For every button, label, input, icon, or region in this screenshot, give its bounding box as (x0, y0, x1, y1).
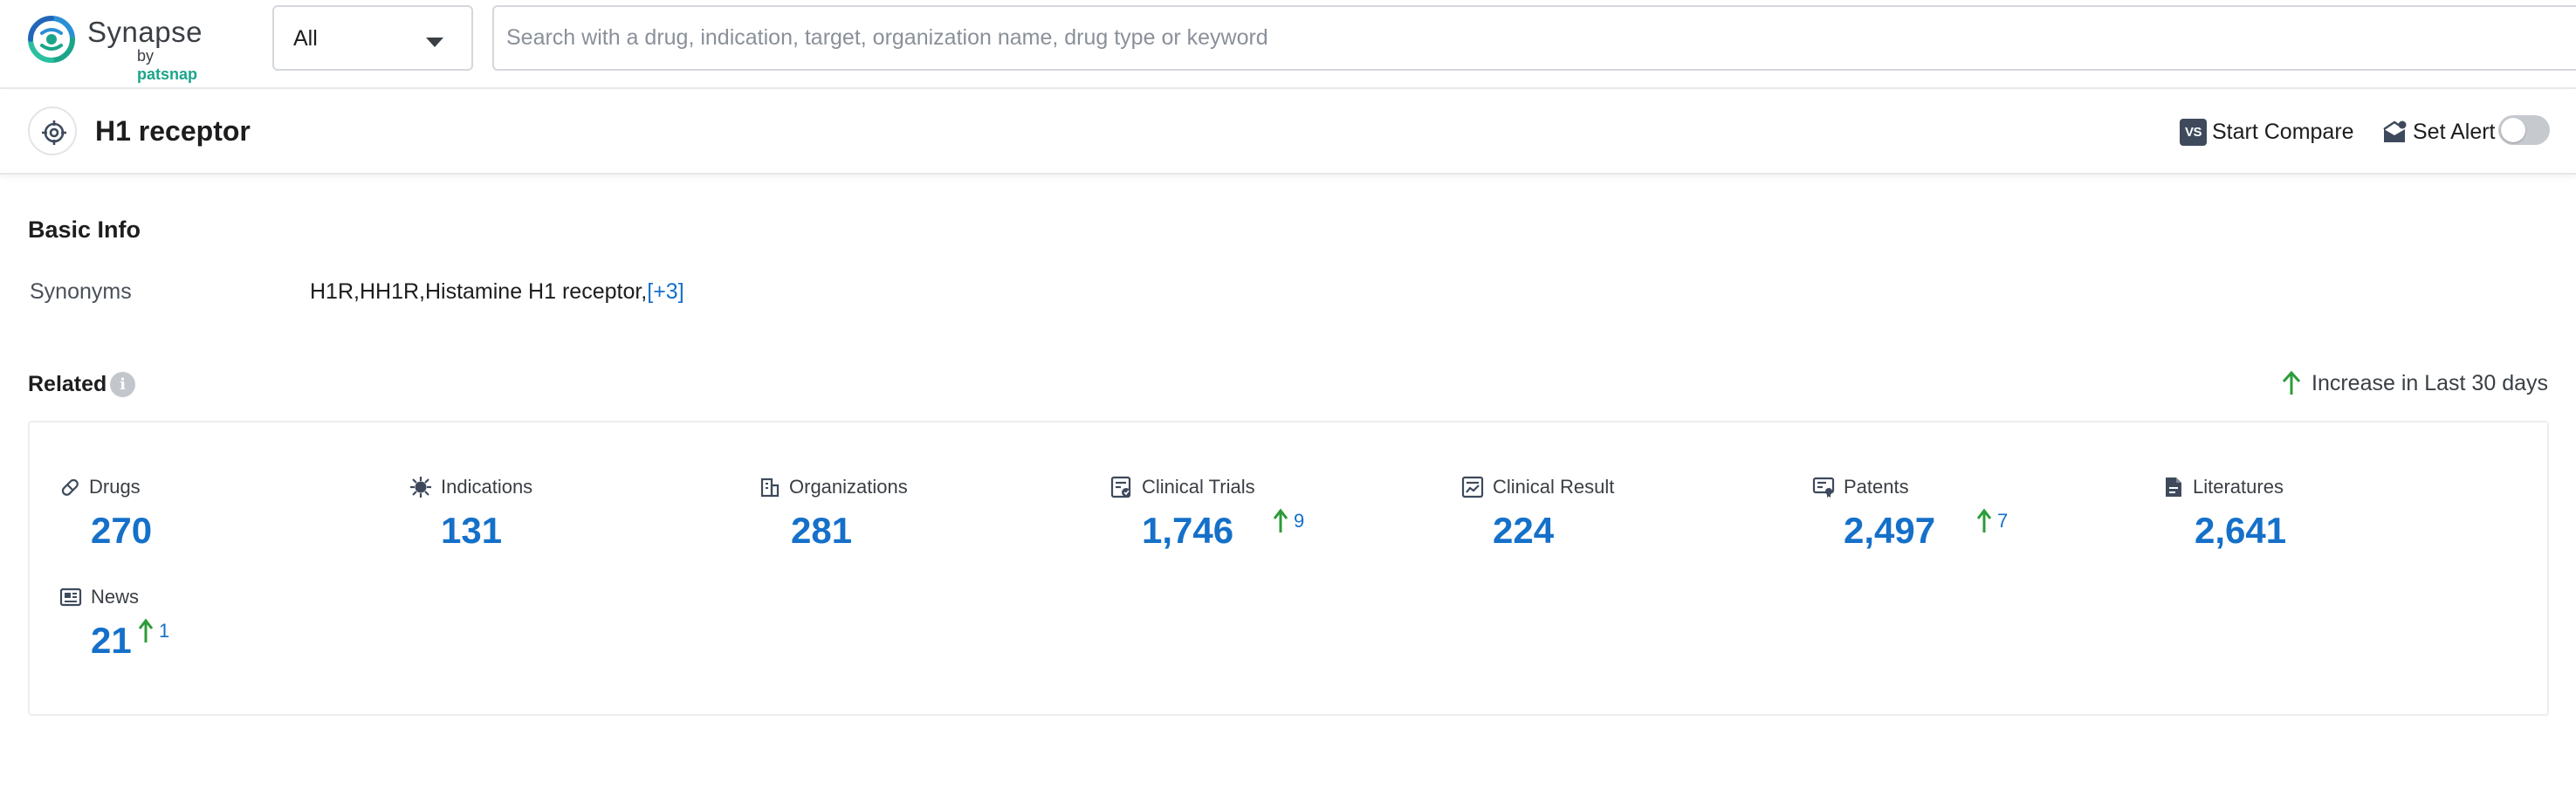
stat-header: Drugs (59, 475, 141, 499)
stat-value[interactable]: 281 (791, 510, 852, 552)
info-icon[interactable]: i (110, 372, 135, 397)
synonyms-text: H1R,HH1R,Histamine H1 receptor, (310, 279, 647, 304)
start-compare-button[interactable]: VS Start Compare (2180, 117, 2354, 147)
stat-header: Organizations (759, 475, 908, 499)
search-input[interactable] (492, 5, 2576, 71)
synonyms-more-link[interactable]: [+3] (647, 279, 683, 304)
stat-increase: 9 (1273, 508, 1304, 534)
stat-value[interactable]: 224 (1493, 510, 1554, 552)
stat-header: Indications (409, 475, 532, 499)
patent-icon (1812, 476, 1835, 498)
document-icon (2163, 476, 2184, 498)
stat-increase-value[interactable]: 1 (159, 620, 169, 642)
stat-label: Indications (441, 476, 532, 498)
target-icon-badge (28, 106, 77, 155)
stat-label: Patents (1844, 476, 1909, 498)
stat-header: News (59, 585, 139, 609)
set-alert-button[interactable]: Set Alert (2381, 117, 2496, 147)
arrow-up-icon (1273, 508, 1288, 534)
stat-value[interactable]: 2,497 (1844, 510, 1935, 552)
stat-increase-value[interactable]: 9 (1294, 510, 1304, 532)
stat-organizations: Organizations 281 (759, 475, 1091, 562)
target-icon (41, 120, 67, 146)
stat-label: Clinical Trials (1142, 476, 1255, 498)
versus-icon: VS (2180, 119, 2207, 146)
alert-icon (2381, 119, 2408, 145)
news-icon (59, 587, 82, 608)
stat-header: Clinical Result (1461, 475, 1614, 499)
stat-value[interactable]: 1,746 (1142, 510, 1233, 552)
arrow-up-icon (138, 618, 154, 644)
toggle-knob (2501, 118, 2525, 142)
virus-icon (409, 476, 432, 498)
stat-clinical-result: Clinical Result 224 (1461, 475, 1793, 562)
search-scope-value: All (293, 26, 318, 52)
stat-literatures: Literatures 2,641 (2163, 475, 2495, 562)
synonyms-label: Synonyms (30, 279, 132, 305)
arrow-up-icon (2282, 370, 2301, 396)
page-title: H1 receptor (95, 115, 251, 148)
stat-increase: 7 (1976, 508, 2008, 534)
logo-name: Synapse (87, 16, 203, 49)
pill-icon (59, 477, 80, 498)
logo-byline: by patsnap (137, 47, 201, 84)
top-header: Synapse by patsnap All (0, 0, 2576, 89)
stat-label: Literatures (2193, 476, 2284, 498)
stat-increase-value[interactable]: 7 (1997, 510, 2008, 532)
stat-clinical-trials: Clinical Trials 1,746 9 (1110, 475, 1442, 562)
stat-label: News (91, 586, 139, 608)
clinical-result-icon (1461, 476, 1484, 498)
related-stats-card: Drugs 270 Indications 131 (28, 421, 2549, 716)
clinical-trials-icon (1110, 476, 1133, 498)
search-scope-select[interactable]: All (272, 5, 473, 71)
increase-note-label: Increase in Last 30 days (2312, 371, 2548, 396)
stat-label: Organizations (789, 476, 908, 498)
stat-news: News 21 1 (59, 585, 391, 672)
stat-patents: Patents 2,497 7 (1812, 475, 2144, 562)
stat-label: Clinical Result (1493, 476, 1614, 498)
entity-header: H1 receptor VS Start Compare Set Alert (0, 91, 2576, 175)
basic-info-title: Basic Info (28, 216, 141, 244)
synapse-logo-icon (26, 14, 77, 65)
stat-value[interactable]: 2,641 (2195, 510, 2286, 552)
arrow-up-icon (1976, 508, 1992, 534)
stat-drugs: Drugs 270 (59, 475, 391, 562)
stat-increase: 1 (138, 618, 169, 644)
stat-label: Drugs (89, 476, 141, 498)
stat-value[interactable]: 21 (91, 620, 132, 662)
stat-value[interactable]: 270 (91, 510, 152, 552)
set-alert-label: Set Alert (2413, 120, 2496, 145)
logo-brand: patsnap (137, 65, 197, 83)
stat-value[interactable]: 131 (441, 510, 502, 552)
stat-header: Patents (1812, 475, 1909, 499)
stat-header: Clinical Trials (1110, 475, 1255, 499)
related-title: Related (28, 372, 106, 397)
building-icon (759, 477, 780, 498)
start-compare-label: Start Compare (2212, 120, 2354, 145)
synonyms-value: H1R,HH1R,Histamine H1 receptor,[+3] (310, 279, 684, 305)
caret-down-icon (426, 38, 443, 47)
stat-indications: Indications 131 (409, 475, 741, 562)
logo-by: by (137, 47, 154, 65)
increase-legend: Increase in Last 30 days (2282, 370, 2548, 396)
stat-header: Literatures (2163, 475, 2284, 499)
set-alert-toggle[interactable] (2498, 115, 2550, 145)
synapse-logo[interactable]: Synapse by patsnap (26, 14, 201, 66)
